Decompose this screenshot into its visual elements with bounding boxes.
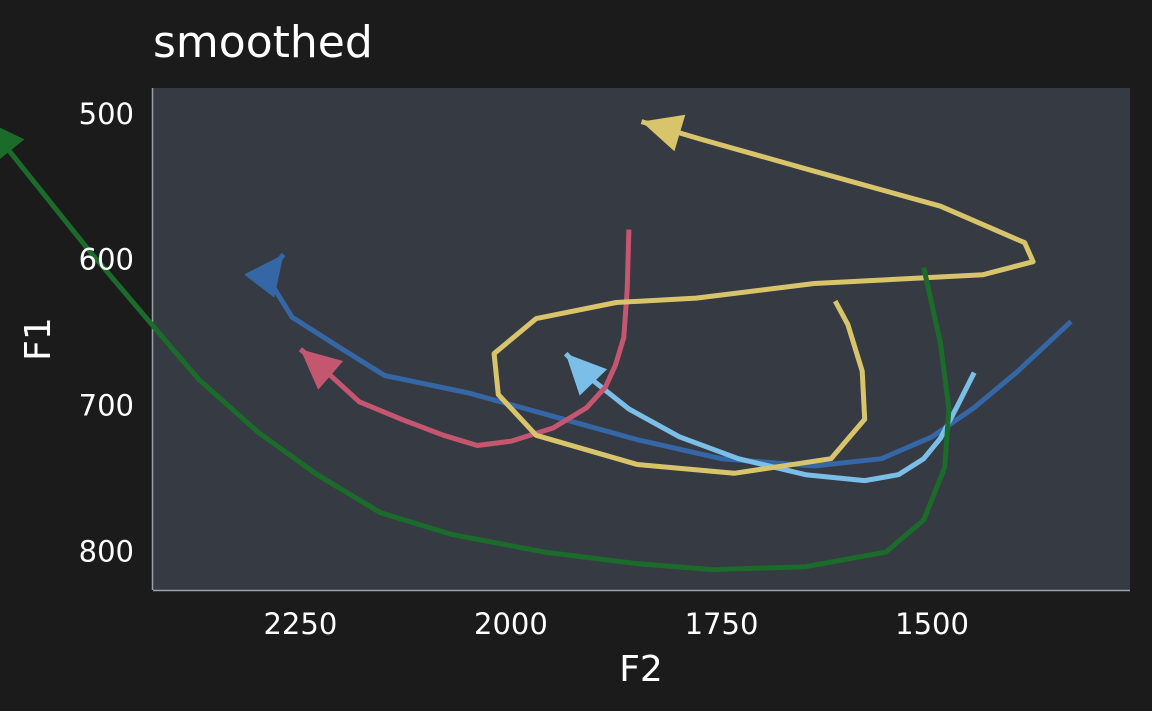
- y-tick-labels: 500 600 700 800: [79, 97, 134, 569]
- x-tick-label: 2000: [474, 607, 548, 641]
- y-tick-label: 500: [79, 97, 134, 131]
- x-tick-labels: 2250 2000 1750 1500: [263, 607, 968, 641]
- x-tick-label: 2250: [263, 607, 337, 641]
- series-line: [491, 119, 1036, 476]
- series-line: [563, 351, 977, 484]
- x-axis-label: F2: [619, 649, 663, 690]
- y-tick-label: 800: [79, 535, 134, 569]
- series-arrowhead: [244, 254, 284, 298]
- series-line: [0, 135, 952, 573]
- y-axis-label: F1: [18, 317, 59, 361]
- series-arrowhead: [300, 349, 344, 390]
- x-tick-label: 1500: [895, 607, 969, 641]
- chart-title: smoothed: [153, 17, 373, 68]
- series-line: [298, 229, 632, 448]
- x-tick-label: 1750: [685, 607, 759, 641]
- y-tick-label: 700: [79, 389, 134, 423]
- series-line: [264, 252, 1073, 469]
- y-tick-label: 600: [79, 243, 134, 277]
- series-arrowhead: [0, 127, 25, 159]
- series-arrowhead: [565, 353, 608, 396]
- series-arrowhead: [641, 114, 686, 152]
- plot-panel: [153, 88, 1130, 590]
- series-layer: [0, 114, 1073, 573]
